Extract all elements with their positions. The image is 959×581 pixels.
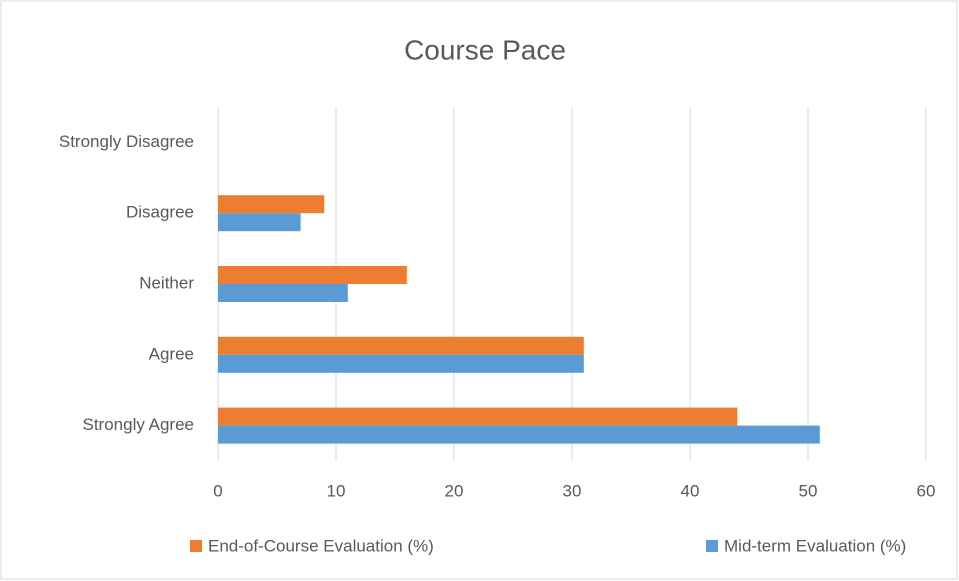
bar	[218, 336, 584, 355]
bar	[218, 213, 301, 232]
bar	[218, 195, 325, 214]
x-tick-label: 30	[563, 481, 582, 500]
x-tick-label: 50	[799, 481, 818, 500]
y-tick-label: Strongly Disagree	[59, 132, 194, 151]
x-tick-label: 20	[445, 481, 464, 500]
x-tick-label: 10	[327, 481, 346, 500]
x-tick-label: 40	[681, 481, 700, 500]
x-tick-label: 0	[213, 481, 222, 500]
y-tick-label: Agree	[149, 344, 194, 363]
bar	[218, 407, 738, 426]
legend-swatch	[706, 540, 718, 552]
bar	[218, 284, 348, 302]
bar	[218, 425, 820, 444]
y-tick-label: Strongly Agree	[82, 415, 194, 434]
bar	[218, 266, 407, 284]
legend-swatch	[190, 540, 202, 552]
y-tick-label: Disagree	[126, 203, 194, 222]
chart-title: Course Pace	[404, 34, 566, 65]
x-tick-label: 60	[917, 481, 936, 500]
y-tick-label: Neither	[139, 273, 194, 292]
bar	[218, 354, 584, 373]
legend-label: End-of-Course Evaluation (%)	[208, 536, 434, 555]
legend-label: Mid-term Evaluation (%)	[724, 536, 906, 555]
